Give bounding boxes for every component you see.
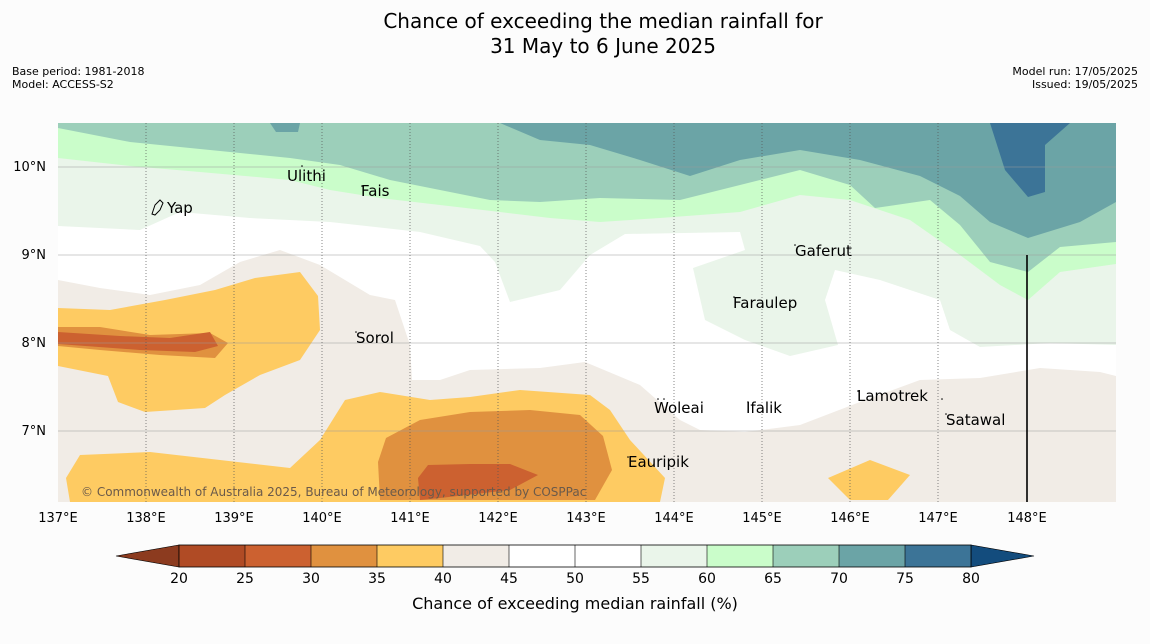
meta-left: Base period: 1981-2018 Model: ACCESS-S2 (12, 65, 144, 91)
place-lamotrek: Lamotrek (857, 387, 928, 405)
lat-label-9n: 9°N (22, 248, 47, 263)
place-labels: Ulithi Fais Yap Gaferut Faraulep Sorol W… (166, 167, 1005, 471)
copyright-text: © Commonwealth of Australia 2025, Bureau… (81, 485, 586, 499)
issued-text: Issued: 19/05/2025 (1031, 78, 1138, 91)
zone-25-30-south (418, 464, 538, 500)
colorbar-seg-25-30 (245, 545, 311, 567)
colorbar-arrow-low (115, 544, 180, 568)
colorbar-seg-55-60 (641, 545, 707, 567)
zone-65-70 (58, 123, 1116, 272)
colorbar-tick-20: 20 (170, 571, 188, 587)
colorbar-tick-60: 60 (698, 571, 716, 587)
place-fais: Fais (361, 182, 390, 200)
zone-70-75 (500, 123, 1116, 238)
meta-right: Model run: 17/05/2025 Issued: 19/05/2025 (1012, 65, 1138, 91)
zone-75-80 (990, 123, 1070, 197)
colorbar-tick-80: 80 (962, 571, 980, 587)
colorbar-seg-65-70 (773, 545, 839, 567)
lon-label-139e: 139°E (214, 511, 254, 526)
lon-label-143e: 143°E (566, 511, 606, 526)
lon-label-140e: 140°E (302, 511, 342, 526)
colorbar-seg-35-40 (377, 545, 443, 567)
lat-label-10n: 10°N (13, 160, 46, 175)
zone-25-30-west (58, 332, 218, 352)
colorbar-tick-35: 35 (368, 571, 386, 587)
colorbar-tick-25: 25 (236, 571, 254, 587)
colorbar-seg-60-65 (707, 545, 773, 567)
map-title-line1: Chance of exceeding the median rainfall … (383, 9, 823, 33)
place-ulithi: Ulithi (287, 167, 326, 185)
lat-label-8n: 8°N (22, 336, 47, 351)
colorbar-tick-55: 55 (632, 571, 650, 587)
place-woleai: Woleai (654, 399, 704, 417)
colorbar-tick-30: 30 (302, 571, 320, 587)
zone-40-45-east (990, 380, 1058, 402)
colorbar-tick-65: 65 (764, 571, 782, 587)
place-faraulep: Faraulep (733, 294, 797, 312)
lon-label-137e: 137°E (38, 511, 78, 526)
lon-grid (145, 123, 939, 502)
lat-labels: 10°N 9°N 8°N 7°N (13, 160, 46, 439)
lon-label-148e: 148°E (1007, 511, 1047, 526)
lon-label-144e: 144°E (654, 511, 694, 526)
yap-island-shape (151, 199, 164, 216)
colorbar-arrow-high (970, 544, 1035, 568)
colorbar-seg-70-75 (839, 545, 905, 567)
colorbar-tick-45: 45 (500, 571, 518, 587)
lat-label-7n: 7°N (22, 424, 47, 439)
colorbar-tick-40: 40 (434, 571, 452, 587)
colorbar-seg-45-50 (509, 545, 575, 567)
lon-label-145e: 145°E (742, 511, 782, 526)
map-title-line2: 31 May to 6 June 2025 (490, 34, 716, 58)
lon-label-146e: 146°E (830, 511, 870, 526)
model-text: Model: ACCESS-S2 (12, 78, 114, 91)
lon-labels: 137°E 138°E 139°E 140°E 141°E 142°E 143°… (38, 511, 1047, 526)
colorbar-seg-20-25 (179, 545, 245, 567)
colorbar-seg-50-55 (575, 545, 641, 567)
place-yap: Yap (166, 199, 193, 217)
colorbar-seg-30-35 (311, 545, 377, 567)
place-ifalik: Ifalik (746, 399, 782, 417)
colorbar: 20 25 30 35 40 45 50 55 60 65 70 75 80 (115, 544, 1035, 587)
lon-label-138e: 138°E (126, 511, 166, 526)
map-title: Chance of exceeding the median rainfall … (0, 9, 1150, 59)
lon-label-147e: 147°E (918, 511, 958, 526)
model-run-text: Model run: 17/05/2025 (1012, 65, 1138, 78)
zone-35-40-east (828, 460, 910, 500)
base-period-text: Base period: 1981-2018 (12, 65, 145, 78)
colorbar-tick-75: 75 (896, 571, 914, 587)
lon-label-142e: 142°E (478, 511, 518, 526)
colorbar-seg-40-45 (443, 545, 509, 567)
place-satawal: Satawal (946, 411, 1005, 429)
zone-70-75-west (270, 123, 300, 132)
place-sorol: Sorol (356, 329, 394, 347)
colorbar-tick-50: 50 (566, 571, 584, 587)
colorbar-seg-75-80 (905, 545, 971, 567)
colorbar-label: Chance of exceeding median rainfall (%) (412, 594, 738, 613)
lon-label-141e: 141°E (390, 511, 430, 526)
place-eauripik: Eauripik (628, 453, 689, 471)
colorbar-tick-70: 70 (830, 571, 848, 587)
rainfall-contours (58, 123, 1116, 502)
place-gaferut: Gaferut (795, 242, 852, 260)
island-dots (301, 165, 947, 458)
